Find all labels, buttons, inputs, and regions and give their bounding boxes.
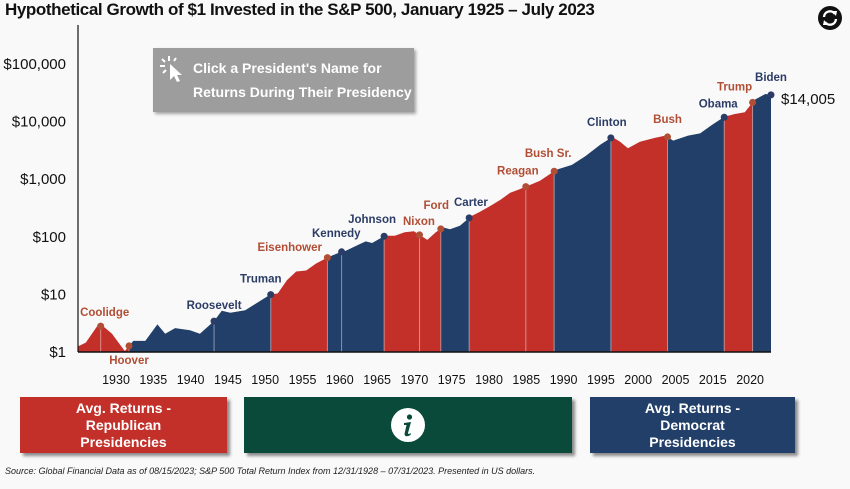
tooltip-line-1: Click a President's Name for bbox=[193, 60, 382, 76]
presidency-area-coolidge[interactable] bbox=[78, 0, 102, 352]
democrat-returns-button[interactable]: Avg. Returns - Democrat Presidencies bbox=[590, 397, 795, 453]
x-tick-label: 1945 bbox=[214, 373, 242, 387]
marker-obama bbox=[720, 113, 728, 121]
instruction-tooltip: Click a President's Name for Returns Dur… bbox=[153, 48, 414, 112]
info-button[interactable] bbox=[244, 397, 572, 453]
x-tick-label: 1965 bbox=[363, 373, 391, 387]
president-label-trump[interactable]: Trump bbox=[717, 81, 752, 93]
president-label-coolidge[interactable]: Coolidge bbox=[80, 307, 129, 319]
y-tick-label: $1 bbox=[49, 344, 66, 361]
republican-returns-label: Avg. Returns - Republican Presidencies bbox=[75, 399, 172, 450]
x-tick-label: 1930 bbox=[102, 373, 130, 387]
marker-trump bbox=[749, 98, 757, 106]
marker-johnson bbox=[380, 232, 388, 240]
x-tick-label: 2020 bbox=[736, 373, 764, 387]
x-tick-label: 1985 bbox=[512, 373, 540, 387]
president-label-roosevelt[interactable]: Roosevelt bbox=[187, 300, 242, 312]
source-note: Source: Global Financial Data as of 08/1… bbox=[5, 466, 536, 476]
x-tick-label: 2015 bbox=[699, 373, 727, 387]
marker-truman bbox=[267, 291, 275, 299]
presidency-area-hoover[interactable] bbox=[100, 0, 130, 352]
president-label-reagan[interactable]: Reagan bbox=[497, 166, 539, 178]
president-label-nixon[interactable]: Nixon bbox=[403, 216, 435, 228]
y-tick-label: $100,000 bbox=[3, 56, 66, 73]
marker-ford bbox=[437, 225, 445, 233]
president-label-biden[interactable]: Biden bbox=[755, 72, 787, 84]
x-tick-label: 1935 bbox=[139, 373, 167, 387]
president-label-bush[interactable]: Bush bbox=[653, 114, 682, 126]
president-label-johnson[interactable]: Johnson bbox=[348, 214, 396, 226]
x-tick-label: 1975 bbox=[438, 373, 466, 387]
marker-kennedy bbox=[338, 248, 346, 256]
marker-clinton bbox=[607, 134, 615, 142]
marker-coolidge bbox=[97, 322, 105, 330]
growth-chart: $1 $10 $100 $1,000 $10,000 $100,000 1930 1935 1… bbox=[0, 0, 835, 387]
president-label-kennedy[interactable]: Kennedy bbox=[312, 228, 361, 240]
x-tick-label: 1960 bbox=[326, 373, 354, 387]
president-label-eisenhower[interactable]: Eisenhower bbox=[257, 242, 322, 254]
presidency-area-bush[interactable] bbox=[610, 0, 669, 352]
marker-hoover bbox=[125, 342, 133, 350]
democrat-returns-label: Avg. Returns - Democrat Presidencies bbox=[644, 399, 741, 450]
president-label-obama[interactable]: Obama bbox=[699, 98, 739, 110]
info-icon bbox=[391, 408, 425, 442]
y-tick-label: $10 bbox=[41, 286, 66, 303]
x-tick-label: 1980 bbox=[475, 373, 503, 387]
y-tick-label: $100 bbox=[33, 229, 66, 246]
x-tick-label: 2005 bbox=[662, 373, 690, 387]
x-tick-label: 1970 bbox=[400, 373, 428, 387]
marker-bushsr bbox=[550, 167, 558, 175]
marker-biden bbox=[767, 91, 775, 99]
x-tick-label: 2000 bbox=[624, 373, 652, 387]
president-label-ford[interactable]: Ford bbox=[423, 200, 449, 212]
chart-title: Hypothetical Growth of $1 Invested in th… bbox=[5, 0, 595, 19]
presidency-area-ford[interactable] bbox=[419, 0, 442, 352]
presidency-area-carter[interactable] bbox=[440, 0, 470, 352]
president-label-hoover[interactable]: Hoover bbox=[109, 355, 149, 367]
marker-bush bbox=[664, 133, 672, 141]
marker-nixon bbox=[416, 231, 424, 239]
refresh-icon[interactable] bbox=[817, 5, 843, 31]
x-tick-label: 1950 bbox=[251, 373, 279, 387]
marker-eisenhower bbox=[323, 254, 331, 262]
pointer-click-icon bbox=[160, 56, 182, 82]
president-label-clinton[interactable]: Clinton bbox=[587, 117, 627, 129]
tooltip-line-2: Returns During Their Presidency bbox=[193, 84, 412, 100]
end-value-label: $14,005 bbox=[781, 91, 835, 108]
y-tick-label: $1,000 bbox=[20, 171, 66, 188]
x-tick-label: 1955 bbox=[289, 373, 317, 387]
republican-returns-button[interactable]: Avg. Returns - Republican Presidencies bbox=[20, 397, 227, 453]
president-label-bushsr[interactable]: Bush Sr. bbox=[525, 148, 572, 160]
x-tick-label: 1995 bbox=[587, 373, 615, 387]
x-tick-label: 1940 bbox=[177, 373, 205, 387]
president-label-carter[interactable]: Carter bbox=[454, 197, 488, 209]
president-label-truman[interactable]: Truman bbox=[240, 274, 282, 286]
presidency-area-biden[interactable] bbox=[752, 0, 772, 352]
marker-reagan bbox=[522, 183, 530, 191]
y-tick-label: $10,000 bbox=[12, 114, 66, 131]
presidency-area-trump[interactable] bbox=[724, 0, 754, 352]
presidency-area-clinton[interactable] bbox=[554, 0, 612, 352]
marker-carter bbox=[465, 214, 473, 222]
marker-roosevelt bbox=[210, 317, 218, 325]
x-tick-label: 1990 bbox=[550, 373, 578, 387]
presidency-area-obama[interactable] bbox=[667, 0, 725, 352]
